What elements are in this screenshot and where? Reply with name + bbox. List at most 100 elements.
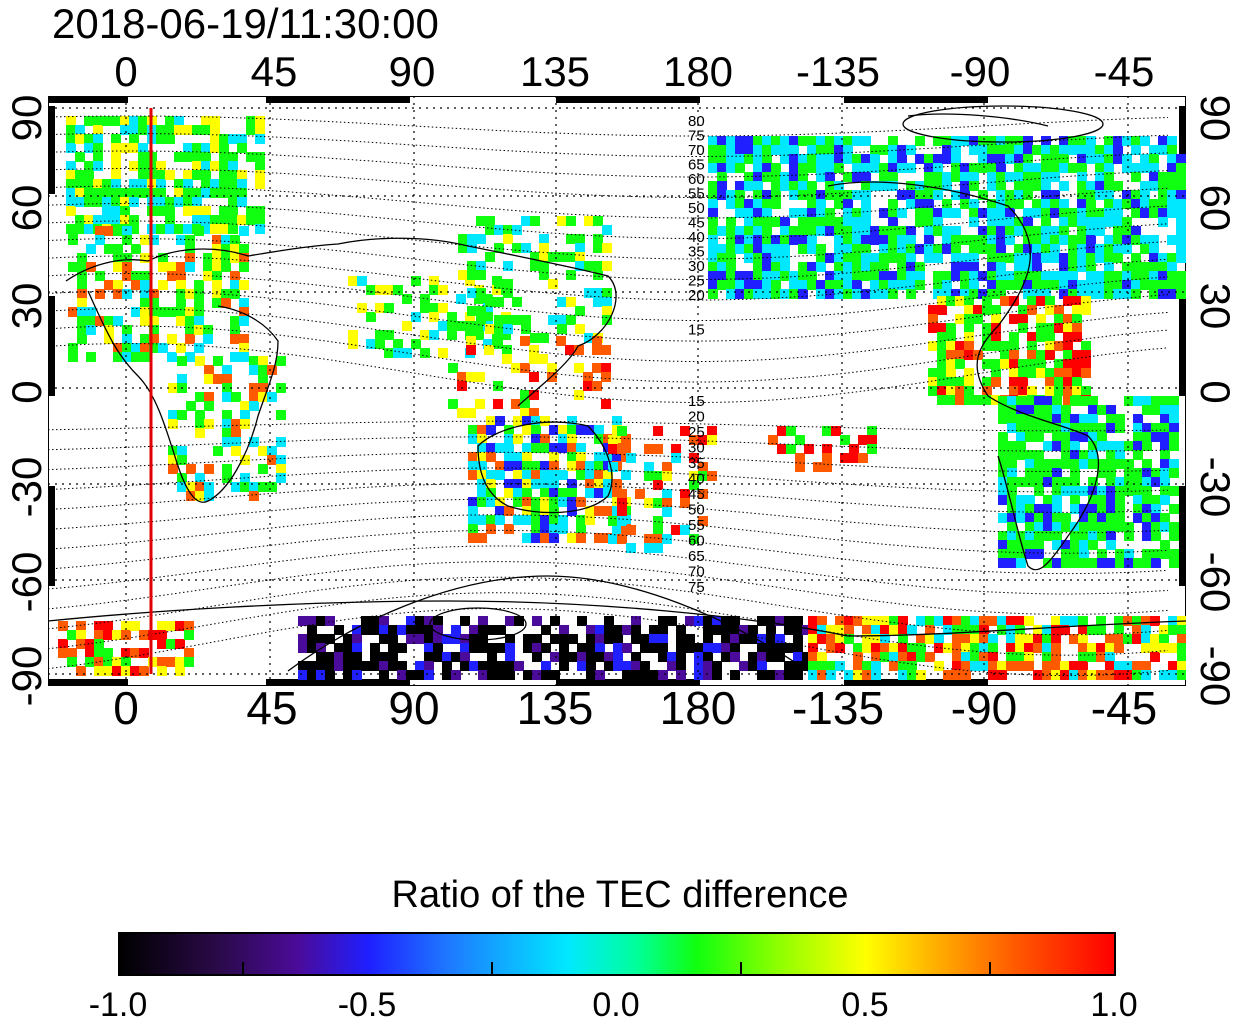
tec-cell (165, 170, 175, 180)
tec-cell (1149, 208, 1159, 218)
tec-cell (448, 399, 458, 409)
tec-cell (370, 652, 380, 662)
tec-cell (130, 621, 140, 631)
tec-cell (1095, 280, 1105, 290)
tec-cell (357, 303, 367, 313)
tec-cell (780, 262, 790, 272)
contour-label: 20 (688, 287, 705, 304)
lat-tick-right: -90 (1192, 645, 1239, 707)
tec-cell (843, 190, 853, 200)
tec-cell (748, 652, 758, 662)
tec-cell (726, 154, 736, 164)
tec-cell (76, 630, 86, 640)
tec-cell (717, 280, 727, 290)
tec-cell (1063, 296, 1073, 306)
tec-cell (237, 143, 247, 153)
tec-cell (586, 634, 596, 644)
tec-cell (415, 661, 425, 671)
tec-cell (924, 253, 934, 263)
tec-cell (888, 145, 898, 155)
tec-cell (649, 634, 659, 644)
tec-cell (1133, 513, 1143, 523)
tec-cell (221, 298, 231, 308)
tec-cell (915, 262, 925, 272)
tec-cell (102, 215, 112, 225)
tec-cell (1133, 423, 1143, 433)
magnetic-latitude-contour (48, 185, 1169, 219)
tec-cell (933, 271, 943, 281)
tec-cell (987, 280, 997, 290)
tec-cell (1023, 190, 1033, 200)
tec-cell (698, 489, 708, 499)
tec-cell (1051, 652, 1061, 662)
tec-cell (104, 280, 114, 290)
tec-cell (111, 188, 121, 198)
tec-cell (1045, 332, 1055, 342)
tec-cell (1088, 414, 1098, 424)
tec-cell (585, 479, 595, 489)
tec-cell (460, 652, 470, 662)
tec-cell (604, 652, 614, 662)
tec-cell (228, 134, 238, 144)
tec-cell (946, 359, 956, 369)
tec-cell (816, 136, 826, 146)
lon-tick-bottom: -45 (1090, 682, 1158, 734)
tec-cell (879, 244, 889, 254)
tec-cell (1079, 540, 1089, 550)
tec-cell (348, 330, 358, 340)
tec-cell (703, 643, 713, 653)
tec-cell (140, 352, 150, 362)
tec-cell (960, 235, 970, 245)
tec-cell (68, 262, 78, 272)
tec-cell (1063, 323, 1073, 333)
tec-cell (194, 316, 204, 326)
tec-cell (753, 235, 763, 245)
tec-cell (77, 334, 87, 344)
tec-cell (366, 339, 376, 349)
tec-cell (942, 244, 952, 254)
tec-cell (1024, 652, 1034, 662)
tec-cell (1027, 368, 1037, 378)
tec-cell (744, 199, 754, 209)
tec-cell (889, 661, 899, 671)
tec-cell (168, 410, 178, 420)
tec-cell (212, 262, 222, 272)
tec-cell (1050, 163, 1060, 173)
tec-cell (955, 395, 965, 405)
tec-cell (970, 643, 980, 653)
tec-cell (915, 190, 925, 200)
tec-cell (1068, 217, 1078, 227)
tec-cell (978, 136, 988, 146)
tec-cell (584, 216, 594, 226)
tec-cell (504, 488, 514, 498)
tec-cell (943, 643, 953, 653)
tec-cell (798, 217, 808, 227)
tec-cell (1131, 190, 1141, 200)
tec-cell (1070, 432, 1080, 442)
tec-cell (1036, 323, 1046, 333)
colorbar (118, 932, 1116, 976)
magnetic-latitude-contour (48, 498, 1169, 534)
tec-cell (1176, 199, 1186, 209)
tec-cell (1140, 262, 1150, 272)
tec-cell (1061, 558, 1071, 568)
tec-cell (1140, 208, 1150, 218)
tec-cell (1006, 661, 1016, 671)
tec-cell (898, 670, 908, 680)
tec-cell (240, 482, 250, 492)
tec-cell (442, 634, 452, 644)
tec-cell (157, 621, 167, 631)
tec-cell (1177, 634, 1186, 644)
tec-cell (852, 289, 862, 299)
tec-cell (1025, 423, 1035, 433)
tec-cell (183, 152, 193, 162)
tec-cell (86, 244, 96, 254)
tec-cell (1176, 181, 1186, 191)
tec-cell (789, 172, 799, 182)
tec-cell (1106, 504, 1116, 514)
tec-cell (167, 307, 177, 317)
tec-cell (1115, 459, 1125, 469)
tec-cell (1131, 163, 1141, 173)
tec-cell (451, 634, 461, 644)
tec-cell (1014, 190, 1024, 200)
